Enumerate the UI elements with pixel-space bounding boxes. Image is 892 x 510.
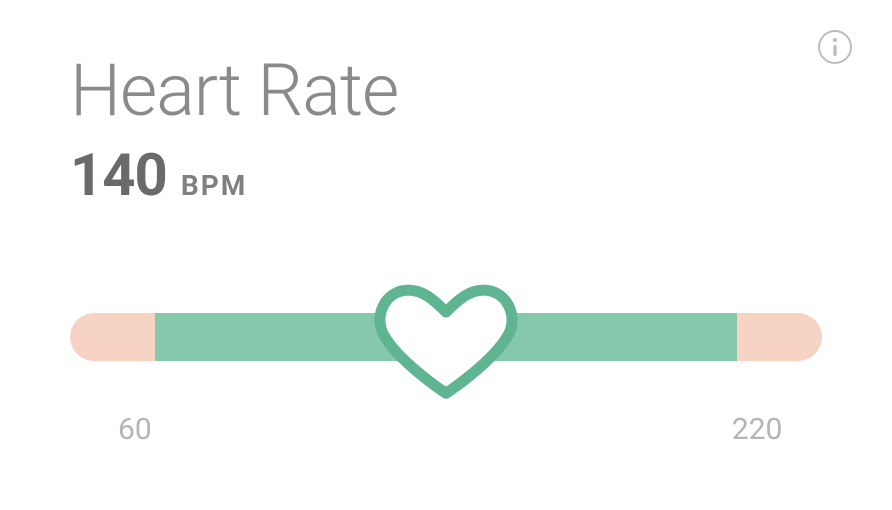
card-title: Heart Rate [70, 48, 398, 133]
gauge-marker [371, 262, 521, 412]
info-button[interactable] [818, 30, 852, 64]
heart-rate-gauge [70, 313, 822, 361]
gauge-scale: 60 220 [70, 412, 822, 452]
gauge-min-label: 60 [118, 412, 152, 447]
heart-rate-value: 140 [70, 142, 167, 210]
heart-icon [371, 262, 521, 412]
heart-rate-unit: BPM [181, 169, 247, 202]
gauge-max-label: 220 [732, 412, 783, 447]
value-row: 140 BPM [70, 142, 247, 210]
info-icon [831, 37, 839, 57]
gauge-segment [70, 313, 155, 361]
gauge-segment [737, 313, 822, 361]
